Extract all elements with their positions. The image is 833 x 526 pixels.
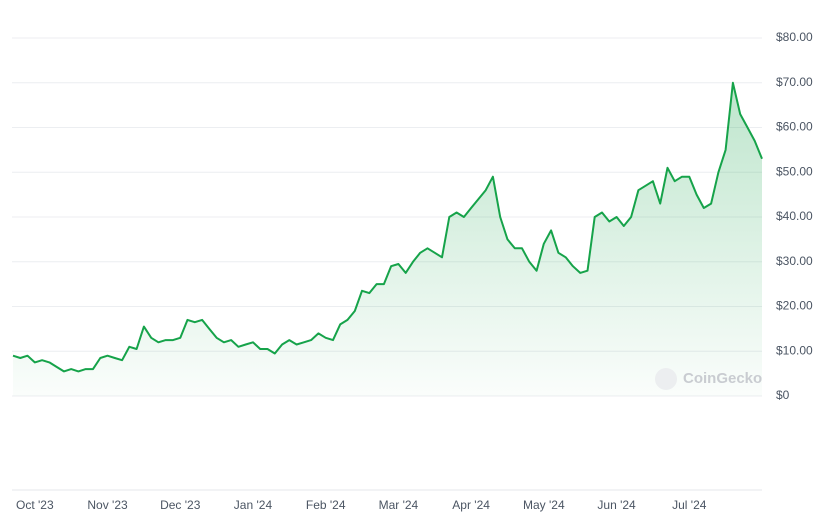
- y-tick-label: $40.00: [776, 209, 813, 223]
- y-tick-label: $10.00: [776, 343, 813, 357]
- x-tick-label: Jun '24: [597, 498, 636, 512]
- area: [13, 82, 762, 397]
- x-tick-label: Jul '24: [672, 498, 707, 512]
- x-tick-label: Nov '23: [87, 498, 128, 512]
- watermark-logo: [655, 368, 677, 390]
- x-tick-label: May '24: [523, 498, 565, 512]
- x-tick-label: Apr '24: [452, 498, 490, 512]
- watermark: CoinGecko: [683, 370, 762, 387]
- price-line: [12, 81, 763, 373]
- y-tick-label: $0: [776, 388, 790, 402]
- y-tick-label: $20.00: [776, 299, 813, 313]
- x-tick-label: Mar '24: [379, 498, 419, 512]
- y-tick-label: $50.00: [776, 164, 813, 178]
- y-tick-label: $80.00: [776, 30, 813, 44]
- y-tick-label: $70.00: [776, 75, 813, 89]
- x-tick-label: Feb '24: [306, 498, 346, 512]
- x-tick-label: Oct '23: [16, 498, 54, 512]
- x-tick-label: Dec '23: [160, 498, 201, 512]
- x-tick-label: Jan '24: [234, 498, 273, 512]
- y-tick-label: $60.00: [776, 120, 813, 134]
- y-tick-label: $30.00: [776, 254, 813, 268]
